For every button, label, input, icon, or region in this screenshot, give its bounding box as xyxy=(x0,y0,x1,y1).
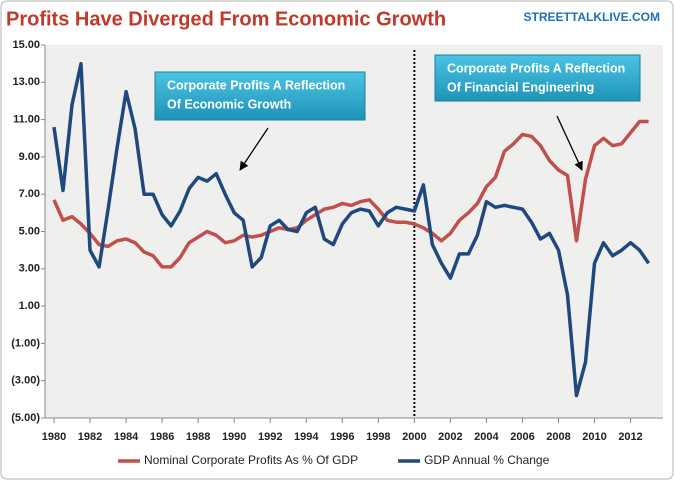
legend-label: Nominal Corporate Profits As % Of GDP xyxy=(144,453,358,467)
x-tick-label: 1992 xyxy=(258,431,282,443)
x-tick-label: 1994 xyxy=(294,431,319,443)
x-tick-label: 1984 xyxy=(114,431,139,443)
y-tick-label: 13.00 xyxy=(12,76,40,88)
x-tick-label: 2002 xyxy=(438,431,462,443)
annotation-text: Of Financial Engineering xyxy=(447,80,594,94)
x-tick-label: 1980 xyxy=(42,431,66,443)
chart-title: Profits Have Diverged From Economic Grow… xyxy=(6,8,446,30)
y-tick-label: 15.00 xyxy=(12,39,40,51)
annotation-text: Corporate Profits A Reflection xyxy=(447,61,625,75)
x-tick-label: 2004 xyxy=(474,431,499,443)
y-tick-label: (3.00) xyxy=(11,375,40,387)
y-tick-label: 5.00 xyxy=(19,225,40,237)
y-tick-label: 7.00 xyxy=(19,188,40,200)
source: STREETTALKLIVE.COM xyxy=(524,10,660,24)
x-tick-label: 2008 xyxy=(546,431,570,443)
y-tick-label: 3.00 xyxy=(19,263,40,275)
x-tick-label: 2012 xyxy=(618,431,642,443)
annotation-arrow xyxy=(239,127,269,171)
x-tick-label: 1986 xyxy=(150,431,174,443)
x-tick-label: 2000 xyxy=(402,431,426,443)
annotation-arrow xyxy=(556,115,583,171)
y-tick-label: (5.00) xyxy=(11,412,40,424)
x-tick-label: 2006 xyxy=(510,431,534,443)
annotation-box xyxy=(434,54,641,102)
legend-label: GDP Annual % Change xyxy=(424,453,550,467)
x-tick-label: 2010 xyxy=(582,431,606,443)
x-tick-label: 1982 xyxy=(78,431,102,443)
x-tick-label: 1990 xyxy=(222,431,246,443)
x-tick-label: 1996 xyxy=(330,431,354,443)
y-tick-label: 1.00 xyxy=(19,300,40,312)
x-tick-label: 1998 xyxy=(366,431,390,443)
annotation-box xyxy=(154,71,366,121)
x-tick-label: 1988 xyxy=(186,431,210,443)
y-tick-label: (1.00) xyxy=(11,337,40,349)
y-tick-label: 11.00 xyxy=(13,114,40,126)
y-tick-label: 9.00 xyxy=(19,151,40,163)
series-line xyxy=(52,61,651,398)
annotation-text: Corporate Profits A Reflection xyxy=(167,78,345,92)
series-line xyxy=(52,119,649,269)
annotation-text: Of Economic Growth xyxy=(167,97,291,111)
